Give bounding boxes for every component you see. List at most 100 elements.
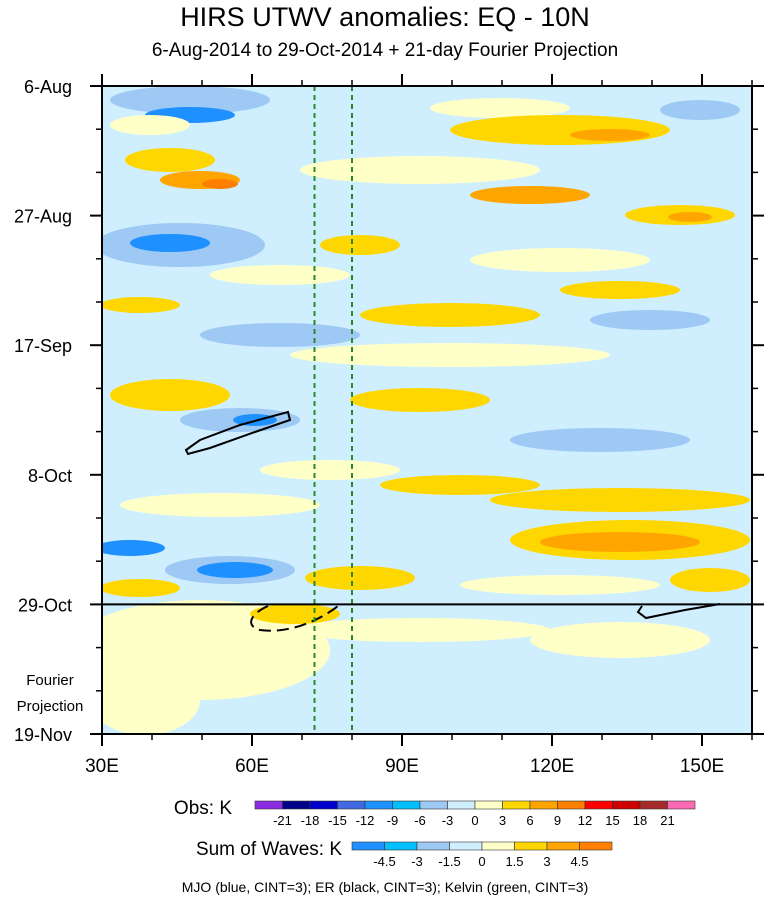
anomaly-patch (110, 115, 190, 135)
legend-level-label: 0 (478, 854, 485, 869)
legend-level-label: -1.5 (438, 854, 460, 869)
legend-color-box (309, 800, 338, 810)
projection-patch (250, 604, 340, 624)
waves-legend: Sum of Waves: K -4.5 -3 -1.5 0 1.5 3 4.5 (196, 839, 613, 869)
anomaly-patch (570, 129, 650, 141)
anomaly-patch (668, 212, 712, 222)
anomaly-patch (260, 460, 400, 480)
legend-color-box (502, 800, 531, 810)
obs-legend: Obs: K -21 -18 -15 -12 -9 -6 -3 0 3 6 9 12 15 18 21 (174, 798, 696, 828)
legend-color-box (392, 800, 421, 810)
legend-level-label: -18 (301, 813, 320, 828)
anomaly-patch (380, 475, 540, 495)
legend-level-label: -6 (414, 813, 426, 828)
anomaly-patch (102, 540, 165, 556)
x-tick-label: 60E (235, 756, 269, 777)
x-tick-label: 90E (385, 756, 419, 777)
anomaly-patch (590, 310, 710, 330)
legend-color-box (337, 800, 366, 810)
x-tick-label: 150E (680, 756, 724, 777)
anomaly-patch (110, 379, 230, 411)
y-tick-label: 17-Sep (14, 336, 72, 356)
legend-color-box (282, 800, 311, 810)
anomaly-patch (540, 532, 700, 552)
legend-color-box (612, 800, 641, 810)
legend-color-box (584, 800, 613, 810)
er-contour-positive (636, 603, 721, 620)
anomaly-patch (430, 98, 570, 118)
legend-color-box (639, 800, 668, 810)
anomaly-field (102, 86, 752, 734)
anomaly-patch (290, 343, 610, 367)
projection-label-line1: Fourier (26, 672, 74, 689)
contour-note: MJO (blue, CINT=3); ER (black, CINT=3); … (181, 879, 589, 895)
legend-level-label: -9 (387, 813, 399, 828)
projection-patch (290, 618, 550, 642)
anomaly-patch (360, 303, 540, 327)
y-tick-label: 27-Aug (14, 207, 72, 227)
legend-color-box (667, 800, 696, 810)
legend-level-label: -3 (411, 854, 423, 869)
anomaly-patch (202, 179, 238, 189)
anomaly-patch (490, 488, 750, 512)
legend-title: Sum of Waves: K (196, 839, 342, 860)
er-contour-negative (250, 605, 339, 632)
anomaly-patch (130, 234, 210, 252)
anomaly-patch (210, 265, 350, 285)
chart-title: HIRS UTWV anomalies: EQ - 10N (180, 2, 590, 32)
y-tick-label: 29-Oct (18, 595, 72, 615)
anomaly-patch (125, 148, 215, 172)
anomaly-patch (460, 575, 660, 595)
anomaly-patch (660, 100, 740, 120)
legend-level-label: 18 (633, 813, 647, 828)
legend-color-box (474, 800, 503, 810)
legend-level-label: 3 (499, 813, 506, 828)
anomaly-patch (510, 428, 690, 452)
legend-color-box (546, 841, 580, 851)
legend-level-label: 1.5 (505, 854, 523, 869)
legend-color-box (557, 800, 586, 810)
y-tick-label: 19-Nov (14, 725, 72, 745)
y-tick-label: 8-Oct (28, 466, 72, 486)
anomaly-patch (320, 235, 400, 255)
x-tick-label: 30E (85, 756, 119, 777)
legend-color-box (384, 841, 418, 851)
legend-color-box (514, 841, 548, 851)
legend-color-box (579, 841, 613, 851)
legend-color-box (416, 841, 450, 851)
legend-level-label: 12 (578, 813, 592, 828)
legend-level-label: 9 (554, 813, 561, 828)
legend-color-box (254, 800, 283, 810)
anomaly-patch (120, 493, 320, 517)
legend-level-label: 4.5 (570, 854, 588, 869)
anomaly-patch (450, 115, 670, 145)
legend-title: Obs: K (174, 798, 232, 819)
y-tick-label: 6-Aug (24, 77, 72, 97)
legend-level-label: 21 (660, 813, 674, 828)
anomaly-patch (197, 562, 273, 578)
legend-color-box (481, 841, 515, 851)
legend-level-label: 0 (471, 813, 478, 828)
anomaly-patch (300, 156, 540, 184)
anomaly-patch (470, 186, 590, 204)
anomaly-patch (470, 248, 650, 272)
projection-patch (102, 665, 200, 734)
legend-level-label: -3 (442, 813, 454, 828)
legend-level-label: -21 (273, 813, 292, 828)
legend-level-label: -15 (328, 813, 347, 828)
anomaly-patch (670, 568, 750, 592)
anomaly-patch (102, 297, 180, 313)
legend-color-box (447, 800, 476, 810)
chart-subtitle: 6-Aug-2014 to 29-Oct-2014 + 21-day Fouri… (151, 40, 619, 61)
legend-color-box (364, 800, 393, 810)
anomaly-patch (200, 323, 360, 347)
anomaly-patch (110, 86, 270, 114)
projection-label-line2: Projection (17, 698, 84, 715)
legend-color-box (351, 841, 385, 851)
legend-level-label: -4.5 (373, 854, 395, 869)
legend-color-box (529, 800, 558, 810)
er-contour-positive (184, 410, 292, 456)
legend-level-label: 3 (543, 854, 550, 869)
legend-level-label: 15 (605, 813, 619, 828)
